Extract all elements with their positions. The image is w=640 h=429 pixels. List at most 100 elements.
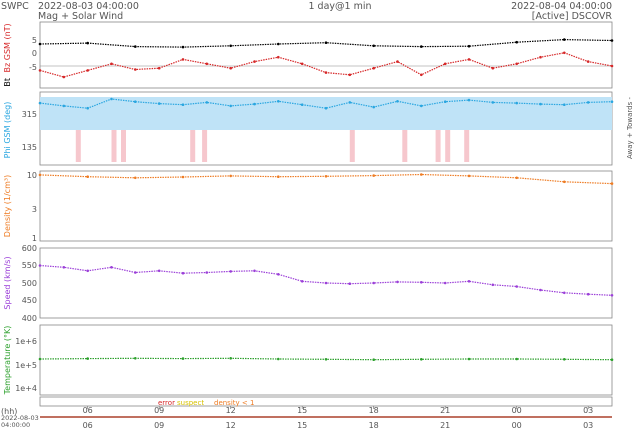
data-point: [38, 357, 42, 361]
data-point: [62, 266, 66, 269]
sector-marker: [190, 130, 196, 162]
data-point: [86, 69, 89, 72]
data-point: [396, 280, 399, 284]
sector-marker: [445, 130, 451, 162]
time-tick-label: 15: [297, 406, 307, 415]
mag-ytick-2: 0: [32, 49, 37, 58]
phi-right-label: Away + Towards -: [626, 97, 634, 159]
speed-ytick-1: 600: [22, 244, 37, 253]
data-point: [229, 44, 232, 48]
data-point: [563, 358, 566, 361]
phi-ylabel: Phi GSM (deg): [3, 102, 12, 159]
source-label: [Active] DSCOVR: [532, 11, 613, 22]
subtitle: Mag + Solar Wind: [38, 11, 123, 22]
time-tick-label: 21: [440, 421, 450, 429]
legend-error: error: [158, 399, 175, 407]
data-point: [229, 174, 232, 178]
data-point: [277, 100, 280, 103]
data-point: [348, 282, 352, 286]
data-point: [563, 51, 566, 55]
data-point: [420, 73, 423, 77]
time-tick-label: 06: [83, 406, 93, 415]
data-point: [372, 105, 376, 109]
bz-ylabel: Bz GSM (nT): [3, 23, 12, 72]
data-point: [205, 101, 209, 104]
mag-panel-frame: [39, 21, 613, 89]
data-point: [134, 68, 137, 71]
data-point: [300, 280, 304, 283]
data-point: [467, 357, 471, 361]
phi-marks-layer: [75, 130, 470, 162]
time-tick-label: 00: [512, 421, 522, 429]
time-tick-label: 00: [512, 406, 522, 415]
data-point: [324, 106, 328, 110]
phi-band: [40, 97, 612, 130]
data-point: [563, 291, 566, 295]
speed-ytick-4: 450: [22, 296, 37, 305]
data-point: [515, 40, 518, 44]
hh-label: (hh): [1, 407, 17, 416]
data-point: [253, 102, 256, 106]
data-point: [181, 103, 185, 106]
data-point: [181, 271, 185, 275]
data-point: [420, 45, 423, 48]
data-point: [253, 269, 256, 273]
org-label: SWPC: [1, 1, 29, 12]
density-ytick-2: 3: [32, 205, 37, 214]
data-point: [563, 38, 566, 41]
data-point: [86, 106, 89, 110]
time-tick-label: 18: [369, 406, 379, 415]
bt-ylabel: Bt: [3, 78, 12, 87]
time-tick-label: 03: [583, 421, 593, 429]
data-point: [610, 182, 614, 185]
data-point: [467, 174, 471, 178]
data-point: [134, 100, 137, 103]
time-tick-label: 09: [154, 421, 164, 429]
data-point: [467, 98, 471, 102]
data-point: [181, 175, 185, 179]
legend-strip: [39, 396, 613, 407]
data-point: [157, 102, 161, 105]
time-tick-label: 09: [154, 406, 164, 415]
data-point: [586, 101, 590, 104]
data-point: [348, 73, 352, 77]
data-point: [38, 173, 42, 177]
data-point: [86, 41, 89, 45]
temp-ytick-2: 1e+5: [15, 361, 37, 370]
sector-marker: [202, 130, 208, 162]
data-point: [134, 271, 137, 274]
series-line-3-0: [39, 264, 613, 296]
legend-suspect: suspect: [177, 399, 204, 407]
data-point: [515, 285, 518, 288]
data-point: [396, 60, 399, 63]
data-point: [372, 281, 376, 285]
sector-marker: [402, 130, 408, 162]
data-point: [229, 357, 232, 360]
speed-ytick-2: 550: [22, 261, 37, 270]
data-layer: [38, 38, 614, 362]
data-point: [324, 281, 328, 285]
data-point: [443, 62, 447, 66]
temp-ytick-3: 1e+4: [15, 384, 37, 393]
data-point: [277, 42, 280, 46]
density-panel-frame: [39, 170, 613, 242]
data-point: [181, 357, 185, 360]
phi-ytick-1: 315: [22, 110, 37, 119]
mag-ylabel: Bt Bz GSM (nT): [3, 23, 12, 86]
density-ytick-3: 1: [32, 234, 37, 243]
time-tick-label: 12: [226, 421, 236, 429]
data-point: [563, 180, 566, 184]
start-time: 2022-08-03 04:00:00: [38, 1, 139, 12]
data-point: [277, 55, 280, 59]
data-point: [491, 283, 495, 287]
data-point: [348, 101, 352, 104]
data-point: [134, 176, 137, 180]
data-point: [610, 64, 614, 68]
data-point: [134, 45, 137, 48]
data-point: [420, 104, 423, 108]
end-time: 2022-08-04 04:00:00: [511, 1, 612, 12]
time-tick-label: 03: [583, 406, 593, 415]
data-point: [443, 100, 447, 103]
footer-start-date: 2022-08-03: [1, 414, 39, 422]
